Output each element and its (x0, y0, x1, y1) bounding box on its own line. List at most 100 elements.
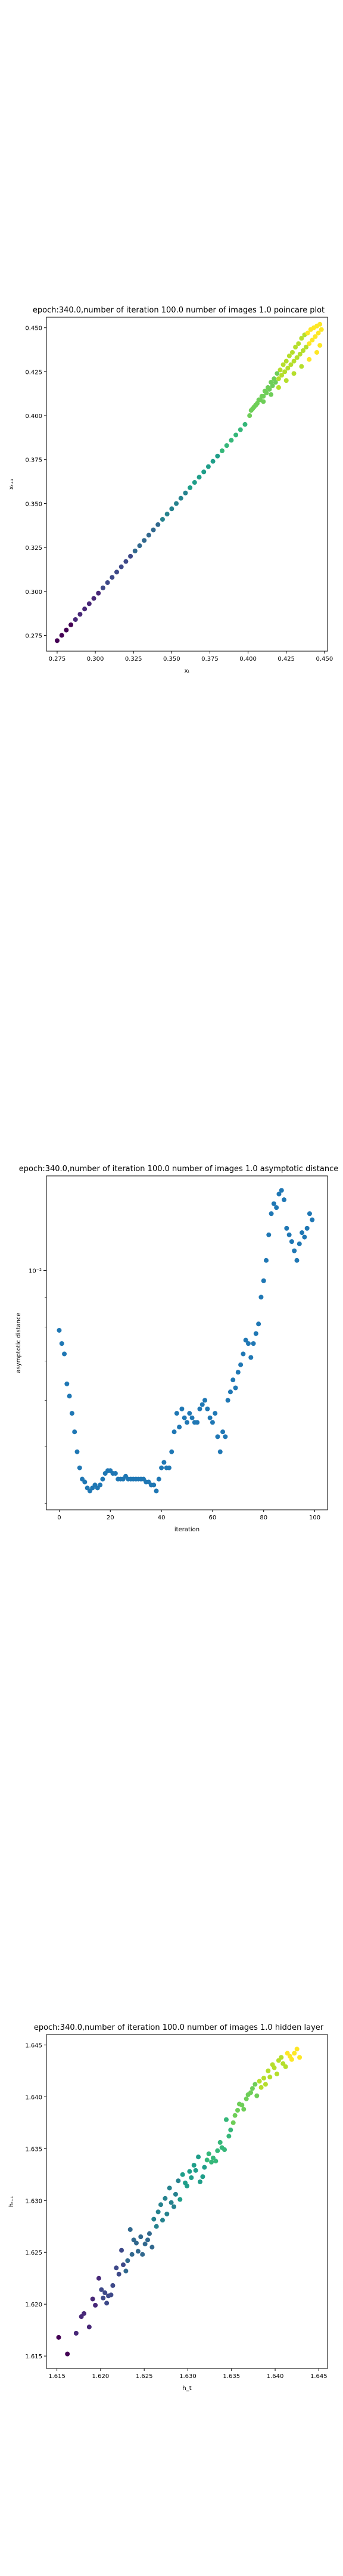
data-point (226, 2134, 232, 2139)
data-point (161, 1460, 167, 1465)
data-point (172, 2204, 177, 2209)
data-point (286, 1232, 292, 1237)
plot-frame (46, 1175, 328, 1510)
data-point (189, 1415, 195, 1420)
data-point (284, 1225, 289, 1231)
data-point (210, 1420, 215, 1425)
data-point (276, 2058, 281, 2063)
y-axis-label: asymptotic distance (15, 1312, 22, 1373)
data-point (217, 2140, 223, 2145)
data-point (238, 427, 243, 432)
data-point (305, 330, 310, 336)
data-point (215, 1434, 220, 1439)
data-point (228, 2128, 233, 2132)
x-tick-label: 40 (158, 1515, 166, 1521)
x-tick-label: 60 (209, 1515, 217, 1521)
chart-title: epoch:340.0,number of iteration 100.0 nu… (19, 1165, 338, 1174)
x-axis-label: iteration (174, 1527, 199, 1533)
data-point (205, 464, 211, 469)
data-point (217, 1449, 223, 1454)
x-tick-label: 1.615 (48, 2373, 66, 2380)
data-point (313, 334, 318, 339)
data-point (272, 2065, 277, 2070)
data-point (110, 2283, 116, 2288)
data-point (169, 1449, 174, 1454)
data-point (74, 1449, 80, 1454)
x-tick-label: 0.375 (201, 656, 219, 662)
data-point (56, 2334, 61, 2340)
y-tick-label: 0.350 (25, 501, 42, 507)
data-point (310, 338, 315, 343)
data-point (289, 1239, 294, 1244)
data-point (101, 2295, 106, 2301)
y-tick-label: 0.300 (25, 589, 42, 596)
data-point (266, 1232, 272, 1237)
data-point (135, 2249, 141, 2254)
data-point (300, 1230, 305, 1236)
data-point (285, 2051, 290, 2056)
data-point (96, 590, 101, 596)
data-point (91, 596, 96, 601)
data-point (299, 336, 304, 341)
data-point (276, 376, 281, 382)
data-point (202, 2165, 207, 2170)
data-point (270, 383, 275, 388)
data-point (294, 355, 300, 360)
data-point (140, 2252, 145, 2257)
data-point (294, 1258, 300, 1263)
data-point (99, 2287, 104, 2292)
data-point (269, 392, 274, 397)
data-point (158, 2202, 164, 2207)
data-point (174, 501, 179, 506)
data-point (82, 1479, 88, 1485)
data-point (253, 1331, 258, 1336)
data-point (146, 532, 151, 538)
x-tick-label: 1.645 (310, 2373, 328, 2380)
data-point (77, 612, 83, 617)
data-point (283, 2064, 288, 2069)
data-point (119, 2247, 124, 2253)
data-point (213, 1411, 218, 1416)
data-point (108, 2292, 114, 2298)
data-point (250, 2086, 255, 2091)
data-point (316, 330, 321, 336)
data-point (90, 2296, 95, 2302)
x-tick-label: 0.350 (163, 656, 180, 662)
data-point (132, 549, 138, 553)
data-point (188, 485, 193, 490)
data-point (64, 627, 69, 633)
x-axis-label: h_t (182, 2385, 191, 2392)
x-axis-label: xₜ (185, 668, 190, 674)
plot-frame (46, 2034, 328, 2369)
y-axis-label: xₜ₊₁ (8, 479, 15, 490)
data-point (86, 601, 92, 606)
x-tick-label: 0.300 (87, 656, 104, 662)
x-tick-label: 80 (260, 1515, 267, 1521)
x-tick-label: 1.620 (92, 2373, 110, 2380)
data-point (154, 1488, 159, 1494)
data-point (177, 1425, 182, 1430)
data-point (275, 371, 280, 376)
data-point (123, 559, 129, 564)
data-point (73, 2330, 79, 2336)
data-point (279, 1188, 284, 1193)
data-point (193, 2168, 198, 2173)
data-point (177, 2197, 183, 2202)
data-point (133, 2240, 139, 2246)
data-point (185, 1420, 189, 1425)
data-point (248, 1355, 254, 1360)
data-point (96, 2275, 101, 2281)
data-point (164, 2211, 170, 2216)
y-tick-label: 0.325 (25, 545, 42, 552)
data-point (310, 1217, 315, 1222)
data-point (120, 2262, 126, 2268)
data-point (247, 413, 252, 419)
data-point (138, 2234, 144, 2240)
data-point (276, 385, 281, 390)
data-point (224, 443, 229, 448)
asymptotic-distance-chart-panel: epoch:340.0,number of iteration 100.0 nu… (0, 1157, 343, 1538)
data-point (189, 2175, 194, 2180)
data-point (230, 2120, 236, 2125)
data-point (235, 2107, 241, 2113)
data-point (300, 348, 305, 353)
